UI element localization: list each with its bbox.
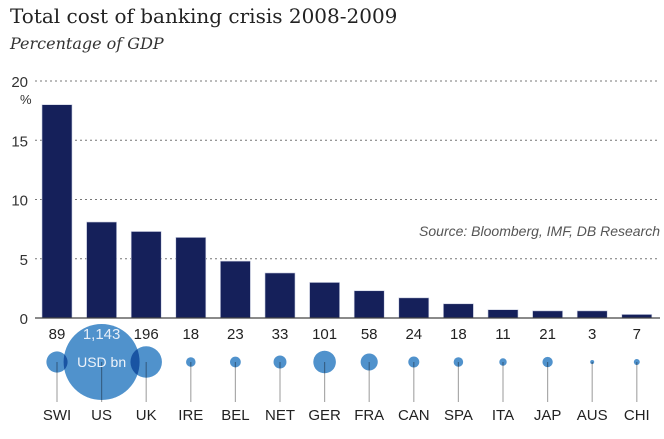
bubble-value-label: 89 bbox=[49, 326, 66, 343]
bar-net bbox=[264, 272, 296, 319]
bar-fra bbox=[353, 290, 385, 319]
x-tick-label: UK bbox=[136, 407, 157, 424]
bubble-value-label: 23 bbox=[227, 326, 244, 343]
x-tick-label: US bbox=[91, 407, 112, 424]
bar-uk bbox=[130, 231, 162, 319]
bar-swi bbox=[41, 104, 73, 319]
bubble-us bbox=[63, 324, 140, 400]
y-tick-label: 5 bbox=[20, 252, 28, 269]
bubble-spa bbox=[453, 357, 464, 367]
y-tick-label: 20 bbox=[11, 74, 28, 91]
x-tick-label: NET bbox=[265, 407, 295, 424]
bar-aus bbox=[576, 310, 608, 319]
bubble-ire bbox=[186, 357, 196, 367]
x-tick-label: JAP bbox=[534, 407, 562, 424]
bubble-can bbox=[408, 356, 420, 368]
y-axis-unit: % bbox=[20, 92, 32, 107]
x-tick-label: FRA bbox=[354, 407, 384, 424]
bar-ita bbox=[487, 309, 519, 319]
bubble-fra bbox=[360, 353, 378, 371]
bubble-value-label: 196 bbox=[134, 326, 159, 343]
bubble-swi bbox=[46, 351, 68, 373]
y-tick-label: 10 bbox=[11, 193, 28, 210]
bubble-net bbox=[273, 355, 287, 369]
bubble-jap bbox=[542, 356, 553, 368]
x-tick-label: CAN bbox=[398, 407, 430, 424]
bubble-ger bbox=[313, 350, 336, 374]
bubble-bel bbox=[230, 356, 241, 368]
bubble-aus bbox=[590, 360, 595, 364]
bar-spa bbox=[443, 303, 474, 319]
bar-ire bbox=[175, 237, 207, 319]
x-tick-label: BEL bbox=[221, 407, 249, 424]
bar-jap bbox=[532, 310, 563, 319]
bubble-value-label: 58 bbox=[361, 326, 378, 343]
x-tick-label: SPA bbox=[444, 407, 473, 424]
bubble-value-label: 11 bbox=[495, 326, 511, 343]
source-note: Source: Bloomberg, IMF, DB Research bbox=[419, 223, 660, 239]
bar-us bbox=[86, 221, 117, 319]
bubble-value-label: 24 bbox=[405, 326, 422, 343]
x-tick-label: SWI bbox=[43, 407, 71, 424]
bubble-value-label: 101 bbox=[312, 326, 337, 343]
bar-ger bbox=[309, 282, 340, 319]
x-tick-label: ITA bbox=[492, 407, 514, 424]
bubble-value-label: 18 bbox=[182, 326, 199, 343]
bubble-chi bbox=[633, 359, 640, 365]
bubble-value-label: 18 bbox=[450, 326, 467, 343]
bubble-unit-label: USD bn bbox=[77, 354, 126, 370]
x-tick-label: AUS bbox=[577, 407, 608, 424]
y-tick-label: 0 bbox=[20, 311, 28, 328]
bubble-value-label: 3 bbox=[588, 326, 596, 343]
bar-can bbox=[398, 297, 430, 319]
x-tick-label: GER bbox=[308, 407, 341, 424]
bubble-ita bbox=[499, 358, 507, 366]
bubble-value-label: 21 bbox=[539, 326, 556, 343]
bubble-value-label: 33 bbox=[272, 326, 289, 343]
chart-title: Total cost of banking crisis 2008-2009 bbox=[10, 4, 398, 28]
bar-bel bbox=[220, 260, 251, 319]
y-tick-label: 15 bbox=[11, 133, 28, 150]
bubble-value-label: 7 bbox=[633, 326, 641, 343]
x-tick-label: CHI bbox=[624, 407, 650, 424]
x-tick-label: IRE bbox=[178, 407, 203, 424]
bubble-uk bbox=[130, 346, 162, 378]
chart-subtitle: Percentage of GDP bbox=[10, 34, 164, 53]
bubble-value-label: 1,143 bbox=[83, 326, 121, 343]
